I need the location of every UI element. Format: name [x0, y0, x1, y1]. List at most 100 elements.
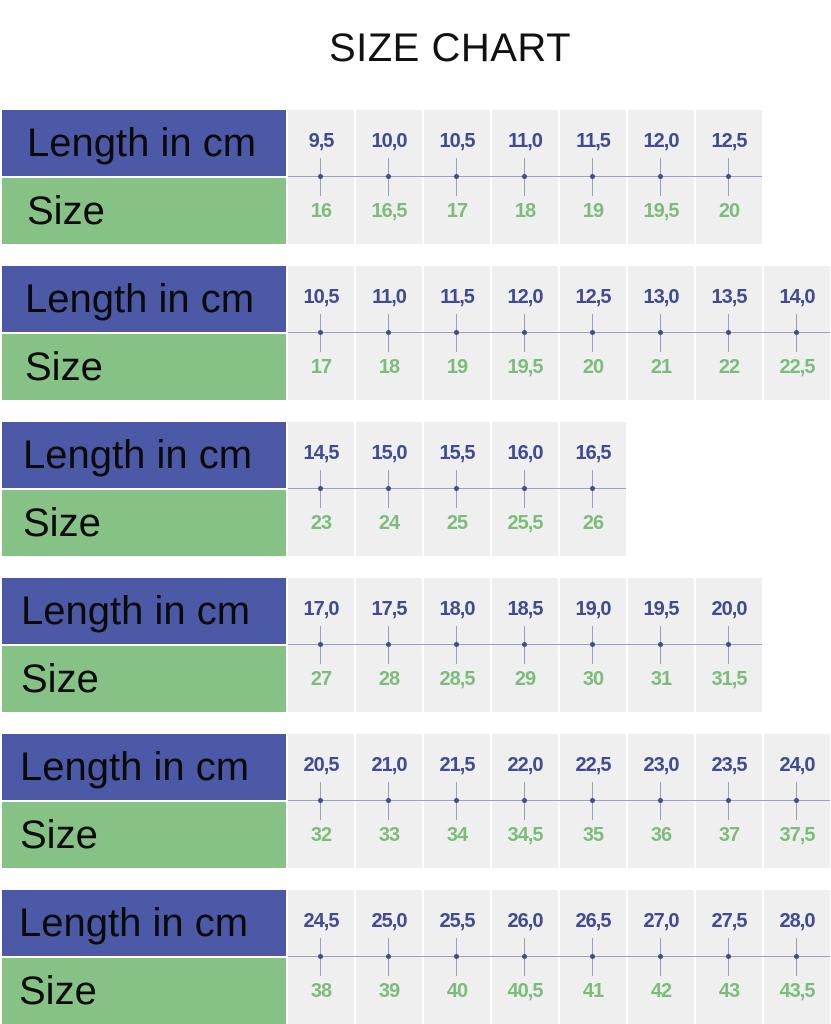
tick-dot-holder: [560, 266, 626, 400]
tick-dot: [726, 330, 731, 335]
length-header: Length in cm: [2, 422, 286, 488]
tick-dot: [454, 954, 459, 959]
size-value: 27: [310, 668, 332, 690]
tick-dot: [794, 798, 799, 803]
size-value: 30: [582, 668, 604, 690]
length-value: 16,5: [575, 442, 612, 464]
length-value: 16,0: [507, 442, 544, 464]
tick-dot-holder: [288, 422, 354, 556]
length-header: Length in cm: [2, 734, 286, 800]
length-header: Length in cm: [2, 890, 286, 956]
tick-dot-holder: [356, 578, 422, 712]
tick-dot-holder: [696, 110, 762, 244]
length-value: 11,0: [372, 286, 407, 308]
size-value: 19: [446, 356, 468, 378]
tick-dot-holder: [424, 578, 490, 712]
size-value: 17: [446, 200, 468, 222]
length-value: 24,0: [779, 754, 816, 776]
tick-dot: [454, 174, 459, 179]
length-value: 13,5: [711, 286, 748, 308]
length-value: 18,5: [507, 598, 544, 620]
tick-dot-holder: [492, 110, 558, 244]
size-header: Size: [2, 958, 286, 1024]
tick-dot: [318, 174, 323, 179]
size-column: 23,5 37: [696, 734, 762, 868]
size-value: 18: [378, 356, 400, 378]
tick-dot: [794, 954, 799, 959]
tick-dot-holder: [424, 266, 490, 400]
size-value: 24: [378, 512, 400, 534]
size-value: 21: [650, 356, 672, 378]
size-header: Size: [2, 490, 286, 556]
length-value: 17,0: [303, 598, 340, 620]
size-value: 17: [310, 356, 332, 378]
length-value: 26,0: [507, 910, 544, 932]
tick-dot-holder: [356, 422, 422, 556]
tick-dot: [794, 330, 799, 335]
tick-dot: [658, 642, 663, 647]
size-value: 43: [718, 980, 740, 1002]
tick-dot-holder: [424, 110, 490, 244]
size-value: 28: [378, 668, 400, 690]
length-value: 25,0: [371, 910, 408, 932]
length-value: 20,0: [711, 598, 748, 620]
size-table: Length in cm Size 9,5 16 10,0 16,5 10,5 1…: [0, 110, 831, 244]
tick-dot: [318, 330, 323, 335]
length-header: Length in cm: [2, 110, 286, 176]
size-value: 29: [514, 668, 536, 690]
tick-dot: [318, 954, 323, 959]
size-value: 31: [650, 668, 672, 690]
size-value: 28,5: [439, 668, 476, 690]
tick-dot: [386, 174, 391, 179]
length-value: 22,5: [575, 754, 612, 776]
length-value: 14,5: [303, 442, 340, 464]
size-table: Length in cm Size 10,5 17 11,0 18 11,5 19…: [0, 266, 831, 400]
size-value: 40: [446, 980, 468, 1002]
length-value: 23,5: [711, 754, 748, 776]
length-value: 11,5: [440, 286, 475, 308]
tick-dot-holder: [560, 578, 626, 712]
tick-dot-holder: [764, 890, 830, 1024]
size-value: 19,5: [507, 356, 544, 378]
length-value: 10,5: [303, 286, 340, 308]
size-value: 26: [582, 512, 604, 534]
tick-dot: [590, 486, 595, 491]
tick-dot-holder: [492, 422, 558, 556]
size-value: 34: [446, 824, 468, 846]
length-value: 11,5: [576, 130, 611, 152]
size-column: 21,0 33: [356, 734, 422, 868]
size-value: 38: [310, 980, 332, 1002]
tick-dot: [590, 798, 595, 803]
length-value: 10,5: [439, 130, 476, 152]
tick-dot: [590, 954, 595, 959]
size-value: 20: [582, 356, 604, 378]
tick-dot-holder: [628, 578, 694, 712]
tick-dot: [658, 954, 663, 959]
tick-dot: [386, 486, 391, 491]
length-value: 17,5: [371, 598, 408, 620]
size-value: 19: [582, 200, 604, 222]
size-table: Length in cm Size 24,5 38 25,0 39 25,5 40…: [0, 890, 831, 1024]
size-column: 18,5 29: [492, 578, 558, 712]
size-value: 41: [582, 980, 604, 1002]
tick-dot-holder: [424, 890, 490, 1024]
tick-dot: [386, 954, 391, 959]
tick-dot: [590, 330, 595, 335]
tick-dot-holder: [288, 266, 354, 400]
tick-dot: [318, 642, 323, 647]
length-value: 21,5: [439, 754, 476, 776]
length-value: 12,0: [507, 286, 544, 308]
tick-dot: [522, 330, 527, 335]
tick-dot-holder: [696, 266, 762, 400]
tick-dot-holder: [628, 890, 694, 1024]
tick-dot-holder: [288, 110, 354, 244]
length-value: 15,0: [371, 442, 408, 464]
length-value: 21,0: [371, 754, 408, 776]
length-value: 12,5: [711, 130, 748, 152]
length-value: 26,5: [575, 910, 612, 932]
divider-line: [288, 956, 830, 957]
size-value: 25,5: [507, 512, 544, 534]
tick-dot-holder: [288, 578, 354, 712]
tick-dot-holder: [560, 734, 626, 868]
tick-dot: [454, 330, 459, 335]
